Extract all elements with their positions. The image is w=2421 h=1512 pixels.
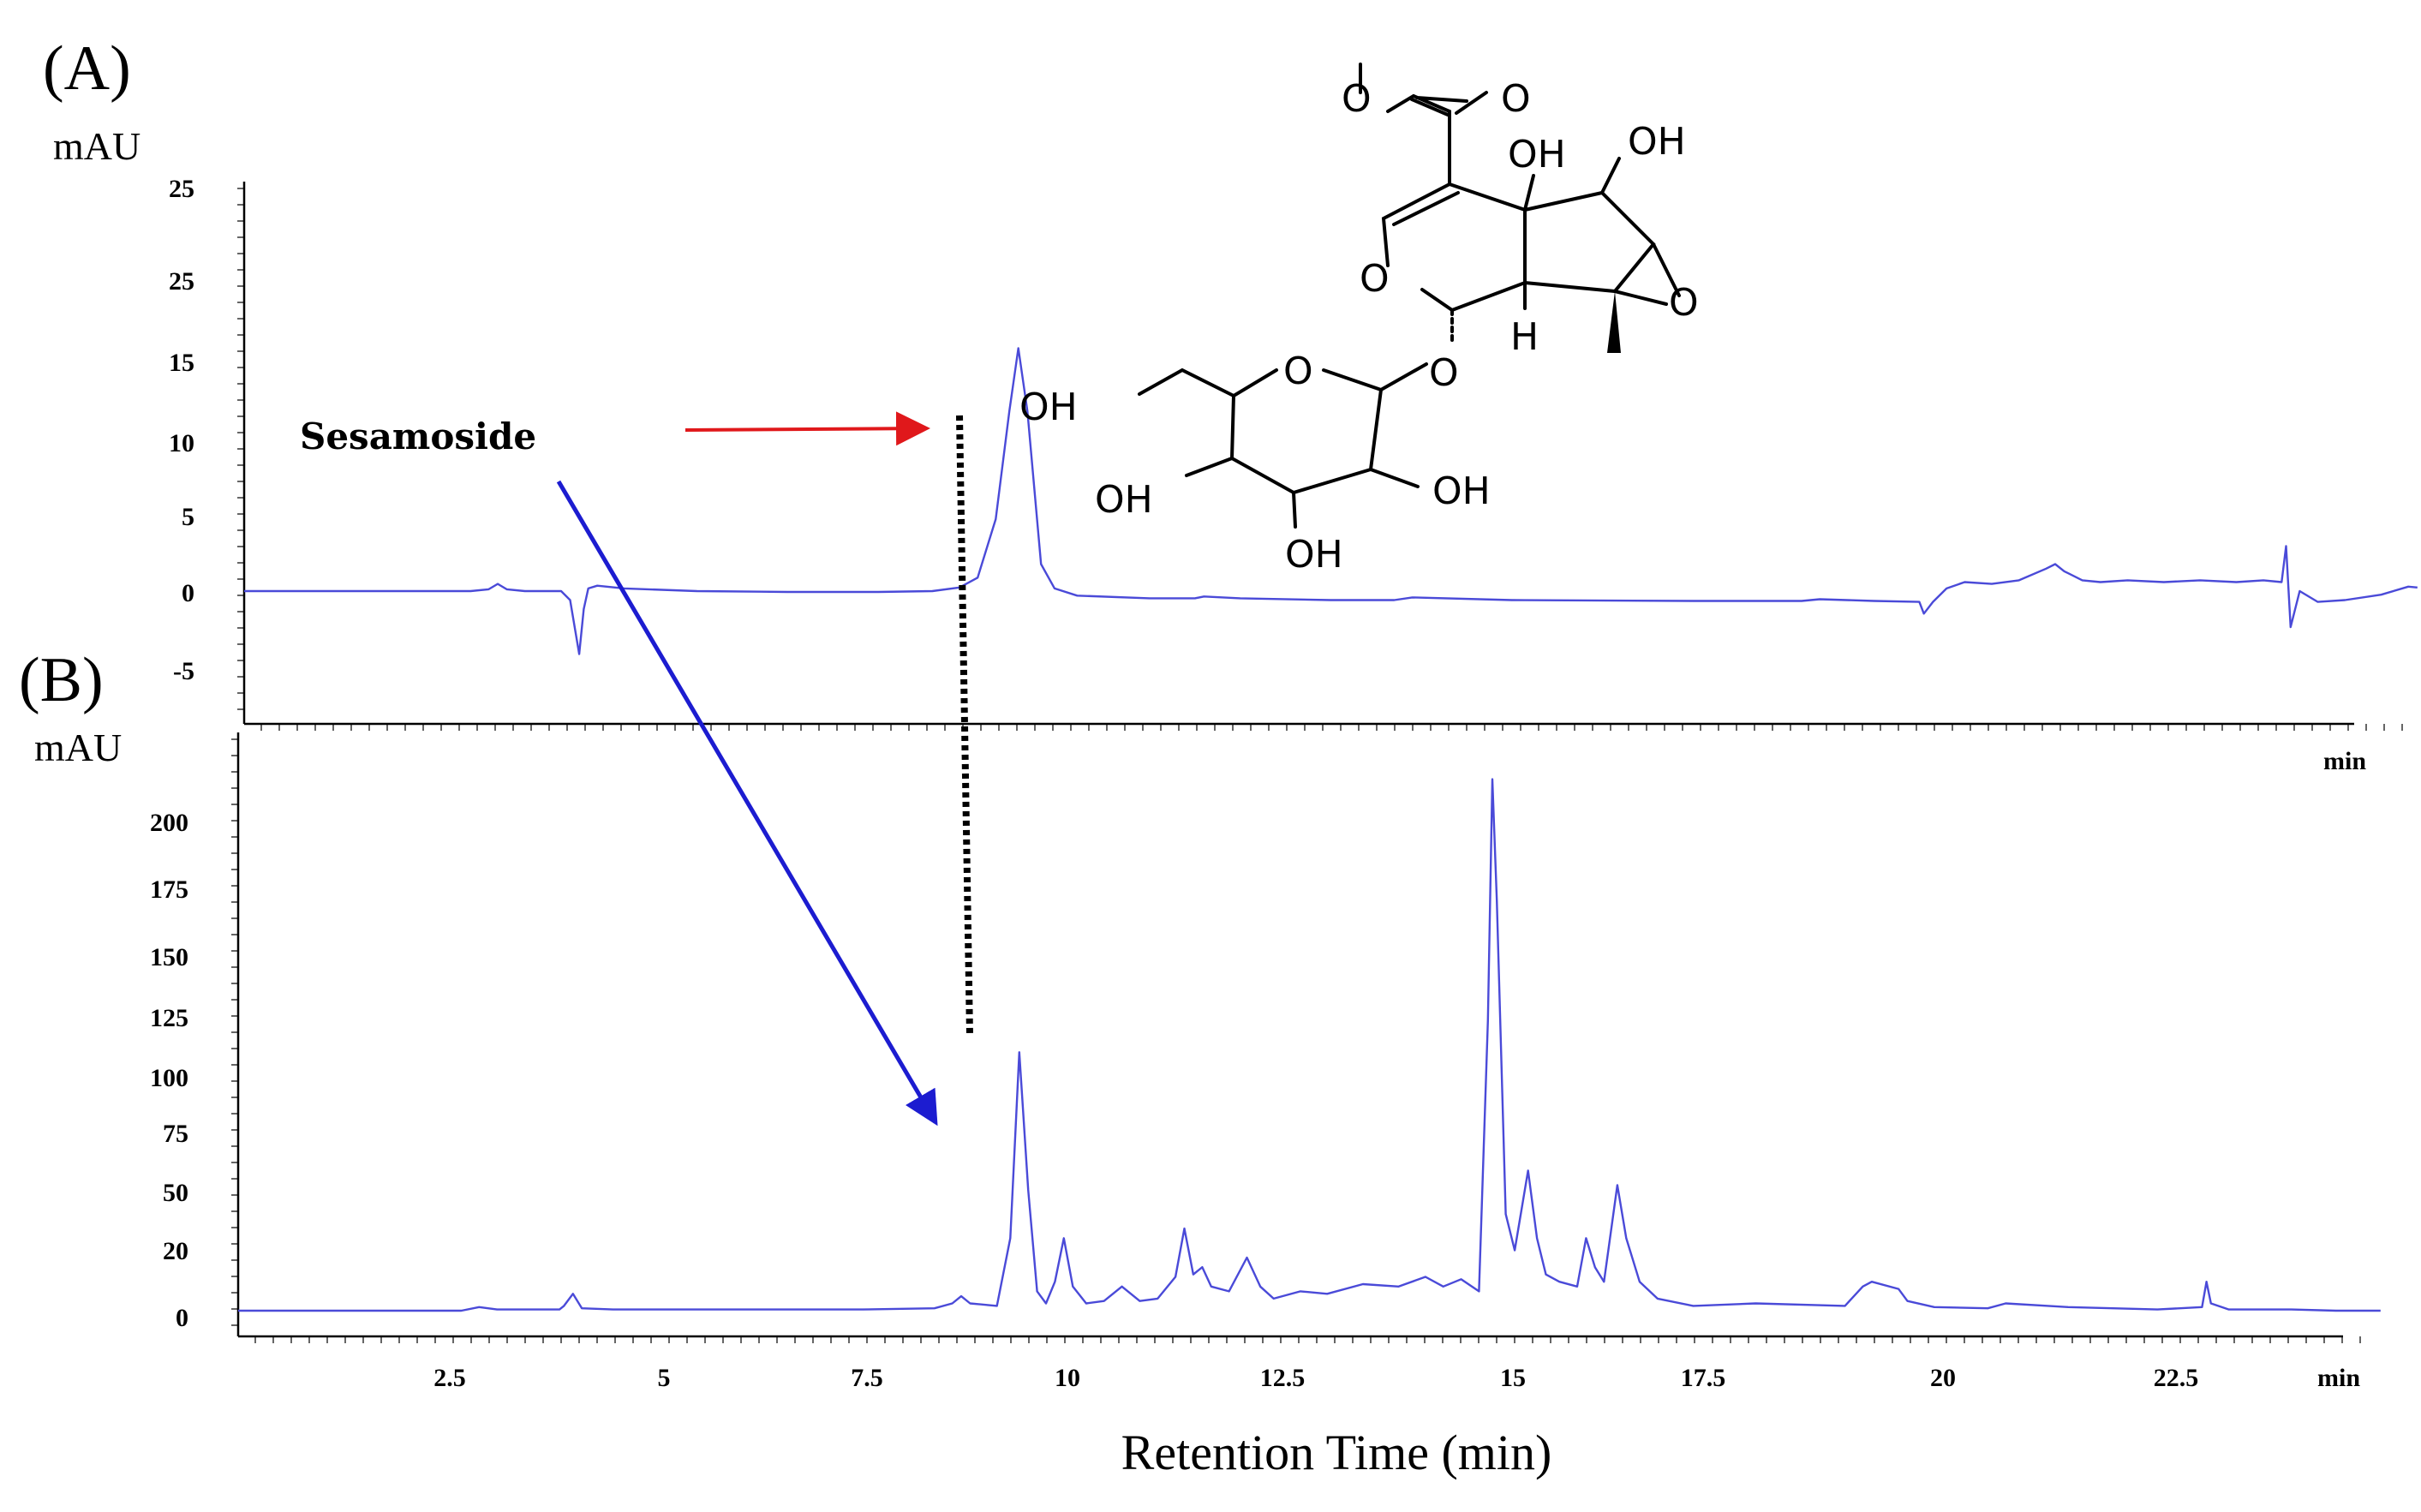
- annotation: Sesamoside: [300, 411, 973, 1127]
- epoxide-bonds: [1613, 242, 1681, 306]
- atom-o-methoxy: O: [1342, 77, 1372, 121]
- atom-o-epoxide: O: [1669, 281, 1699, 325]
- atom-oh-2: OH: [1628, 120, 1686, 164]
- oh-bond-1: [1523, 174, 1535, 212]
- ester-bonds: [1359, 63, 1468, 117]
- atom-oh-1: OH: [1508, 133, 1566, 176]
- cyclopentane-ring: [1523, 190, 1656, 294]
- atom-oh-4: OH: [1432, 469, 1491, 513]
- panel-b-x-unit: min: [2317, 1364, 2360, 1392]
- panel-b-x-ticks: 2.5 5 7.5 10 12.5 15 17.5 20 22.5: [433, 1364, 2198, 1392]
- panel-b-y-tick-label: 100: [150, 1064, 188, 1092]
- panel-a-y-tick-label: 15: [169, 349, 194, 377]
- atom-o-sugar-ring: O: [1283, 350, 1313, 393]
- panel-a-y-tick-label: 0: [182, 579, 194, 607]
- panel-b-y-tick-label: 125: [150, 1004, 188, 1032]
- panel-b-y-tick-label: 50: [163, 1179, 188, 1207]
- panel-a-y-ticks: 25 25 15 10 5 0 -5: [169, 175, 194, 685]
- panel-b-x-tick-label: 10: [1055, 1364, 1080, 1392]
- panel-a-label: (A): [43, 33, 131, 104]
- panel-b-x-tick-label: 20: [1930, 1364, 1956, 1392]
- atom-oh-3: OH: [1095, 478, 1153, 522]
- sesamoside-label: Sesamoside: [300, 415, 536, 457]
- x-axis-title: Retention Time (min): [1121, 1425, 1552, 1480]
- panel-b-y-tick-label: 175: [150, 876, 188, 904]
- panel-b-trace: [238, 778, 2381, 1312]
- panel-b-ylabel: mAU: [34, 726, 122, 769]
- panel-a-y-tick-label: 25: [169, 267, 194, 296]
- oh-bond-2: [1600, 157, 1621, 194]
- panel-a-y-tick-label: -5: [173, 657, 194, 685]
- atom-o-carbonyl: O: [1501, 77, 1531, 121]
- panel-b-x-tick-label: 22.5: [2154, 1364, 2199, 1392]
- panel-a-y-tick-label: 5: [182, 503, 194, 531]
- panel-b-x-tick-label: 15: [1500, 1364, 1526, 1392]
- red-arrow: [684, 411, 930, 446]
- glucose-oh-bonds: [1185, 457, 1420, 529]
- panel-a-ylabel: mAU: [53, 124, 140, 168]
- panel-a-y-tick-label: 25: [169, 175, 194, 203]
- pyran-double-bond: [1381, 182, 1460, 267]
- panel-b-y-tick-label: 150: [150, 943, 188, 971]
- panel-b-x-tick-label: 2.5: [433, 1364, 466, 1392]
- chemical-structure: O O OH OH O O H O O OH OH OH OH: [1019, 63, 1699, 577]
- methyl-wedge: [1607, 291, 1621, 353]
- panel-b-y-tick-label: 20: [163, 1237, 188, 1265]
- atom-o-ring: O: [1360, 257, 1390, 301]
- panel-b-y-tick-label: 75: [163, 1120, 188, 1148]
- panel-a-minor-ticks: [237, 188, 2403, 731]
- ch2oh-bond: [1138, 368, 1235, 397]
- panel-a-x-unit: min: [2323, 747, 2366, 775]
- glyco-bond: [1379, 362, 1428, 391]
- panel-b-x-tick-label: 7.5: [851, 1364, 883, 1392]
- retention-marker-line: [956, 415, 973, 1036]
- atom-oh-bottom: OH: [1285, 533, 1343, 577]
- panel-a-y-tick-label: 10: [169, 429, 194, 457]
- atom-h: H: [1510, 315, 1539, 359]
- glucose-ring: [1229, 368, 1383, 495]
- carbonyl-bond: [1455, 91, 1488, 115]
- atom-oh-left: OH: [1019, 385, 1078, 429]
- panel-b-y-tick-label: 0: [176, 1304, 188, 1332]
- panel-a-trace: [244, 347, 2418, 655]
- blue-arrow: [556, 480, 938, 1127]
- panel-b-minor-ticks: [231, 738, 2361, 1343]
- panel-b-x-tick-label: 12.5: [1260, 1364, 1306, 1392]
- panel-b-x-tick-label: 5: [658, 1364, 671, 1392]
- panel-b-y-tick-label: 200: [150, 809, 188, 837]
- panel-b-x-tick-label: 17.5: [1681, 1364, 1726, 1392]
- panel-b-label: (B): [19, 645, 104, 715]
- atom-o-glyco: O: [1429, 351, 1459, 395]
- panel-a: (A) mAU 25 25 15 10 5 0 -5 min: [43, 33, 2418, 775]
